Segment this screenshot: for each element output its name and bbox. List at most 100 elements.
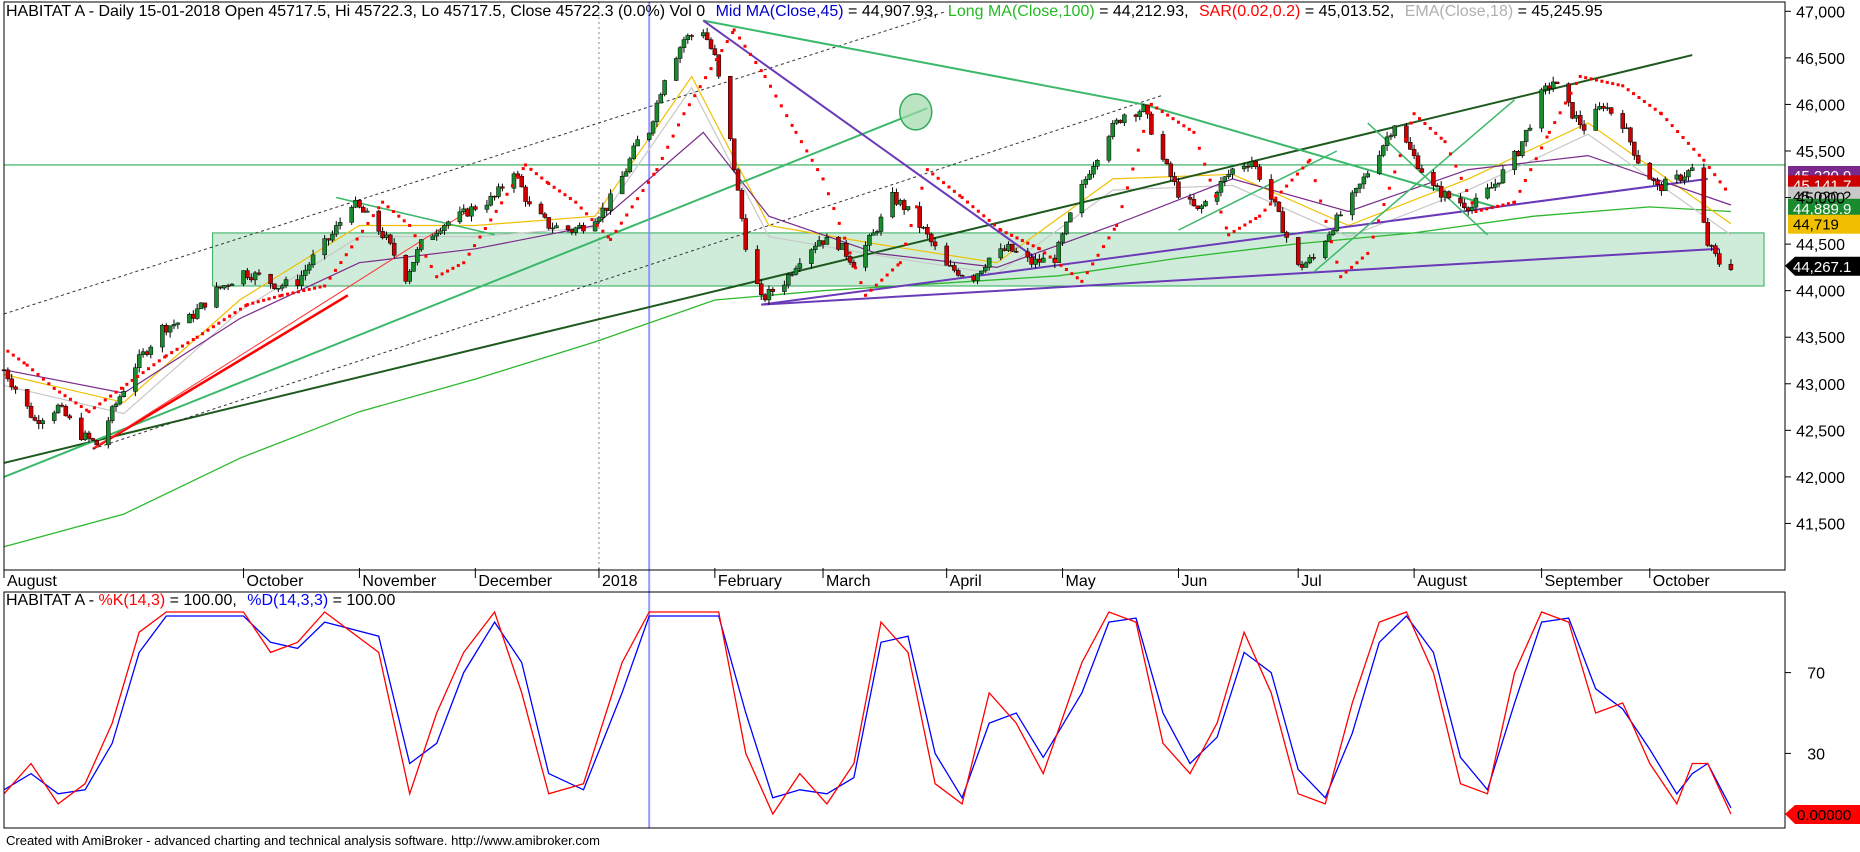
- candle-body: [627, 158, 633, 172]
- candle-body: [650, 121, 656, 134]
- sar-dot: [1085, 271, 1089, 275]
- sar-dot: [1637, 96, 1641, 100]
- candle-body: [252, 272, 258, 281]
- candle-body: [878, 216, 884, 232]
- candle-body: [245, 270, 250, 278]
- sar-dot: [1295, 172, 1299, 176]
- sar-dot: [1080, 279, 1084, 283]
- sar-dot: [1166, 113, 1170, 117]
- candle-body: [164, 325, 169, 333]
- candle-body: [1241, 166, 1247, 170]
- candle-body: [167, 325, 173, 333]
- sar-dot: [709, 67, 713, 71]
- sar-dot: [1112, 227, 1116, 231]
- month-label: December: [478, 573, 552, 590]
- price-tag-label: 44,267.1: [1793, 259, 1851, 276]
- sar-dot: [1096, 253, 1100, 257]
- sar-dot: [1037, 247, 1041, 251]
- sar-dot: [754, 61, 758, 65]
- sar-dot: [595, 223, 599, 227]
- sar-dot: [1653, 107, 1657, 111]
- candle-body: [1492, 183, 1498, 188]
- sar-dot: [1545, 135, 1549, 139]
- candle-body: [1114, 119, 1119, 124]
- sar-dot: [915, 205, 919, 209]
- candle-body: [1628, 127, 1633, 143]
- sar-dot: [609, 237, 613, 241]
- sar-dot: [1459, 176, 1463, 180]
- sar-dot: [805, 149, 809, 153]
- candle-body: [430, 235, 436, 240]
- price-tag-pointer: [1785, 256, 1860, 276]
- sar-dot: [313, 286, 317, 290]
- candle-body: [596, 217, 602, 222]
- date-axis: August October November December 2018 Februar…: [3, 568, 1710, 590]
- month-label: September: [1545, 573, 1624, 590]
- sar-dot: [942, 181, 946, 185]
- candle-body: [79, 417, 84, 440]
- trendline-short-2: [1313, 99, 1516, 273]
- candle-body: [337, 222, 343, 226]
- sar-dot: [245, 303, 249, 307]
- candle-body: [221, 285, 227, 289]
- sar-dot: [58, 390, 62, 394]
- sar-dot: [302, 289, 306, 293]
- candle-body: [94, 440, 99, 446]
- sar-dot: [175, 347, 179, 351]
- candle-body: [952, 265, 957, 271]
- candle-body: [1686, 170, 1691, 178]
- candle-body: [1133, 114, 1139, 117]
- stochastic-pane: 30 70 0.00000: [3, 591, 1860, 829]
- candle-body: [90, 438, 96, 441]
- candle-body: [295, 279, 300, 286]
- sar-dot: [228, 314, 232, 318]
- candle-body: [1218, 180, 1224, 193]
- price-tag-label: 44,719: [1793, 217, 1839, 234]
- candle-body: [276, 287, 281, 290]
- sar-dot: [371, 214, 375, 218]
- sar-dot: [164, 354, 168, 358]
- sar-dot: [1107, 236, 1111, 240]
- sar-dot: [1632, 92, 1636, 96]
- candle-body: [1431, 172, 1436, 186]
- candle-body: [944, 245, 949, 266]
- sar-dot: [418, 244, 422, 248]
- candle-body: [820, 240, 826, 245]
- sar-dot: [1409, 121, 1413, 125]
- trendline-resistance-2: [1143, 103, 1496, 208]
- sar-dot: [494, 209, 498, 213]
- candle-body: [241, 270, 246, 285]
- sar-dot: [1192, 130, 1196, 134]
- candle-body: [218, 286, 223, 289]
- sar-dot: [1611, 82, 1615, 86]
- candle-body: [983, 266, 988, 272]
- sar-dot: [1600, 79, 1604, 83]
- sar-dot: [286, 292, 290, 296]
- candle-body: [1547, 85, 1552, 89]
- sar-dot: [1428, 126, 1432, 130]
- candle-body: [1361, 176, 1367, 185]
- candle-body: [894, 192, 899, 205]
- candle-body: [1268, 179, 1274, 200]
- candle-body: [735, 169, 741, 191]
- sar-dot: [1423, 122, 1427, 126]
- candle-body: [619, 176, 625, 195]
- candle-body: [1137, 111, 1143, 117]
- candle-body: [1029, 256, 1034, 265]
- sar-dot: [1501, 203, 1505, 207]
- candle-body: [1226, 173, 1231, 178]
- candle-body: [1079, 184, 1085, 214]
- sar-dot: [63, 394, 67, 398]
- sar-dot: [1176, 120, 1180, 124]
- sar-dot: [585, 212, 589, 216]
- sar-dot: [1589, 77, 1593, 81]
- price-tick-label: 42,000: [1796, 470, 1845, 487]
- sar-dot: [195, 335, 199, 339]
- sar-dot: [1015, 236, 1019, 240]
- candle-body: [1040, 257, 1046, 263]
- sar-dot: [1371, 235, 1375, 239]
- candle-body: [1388, 135, 1394, 138]
- sar-dot: [505, 192, 509, 196]
- sar-dot: [960, 196, 964, 200]
- sar-dot: [429, 264, 433, 268]
